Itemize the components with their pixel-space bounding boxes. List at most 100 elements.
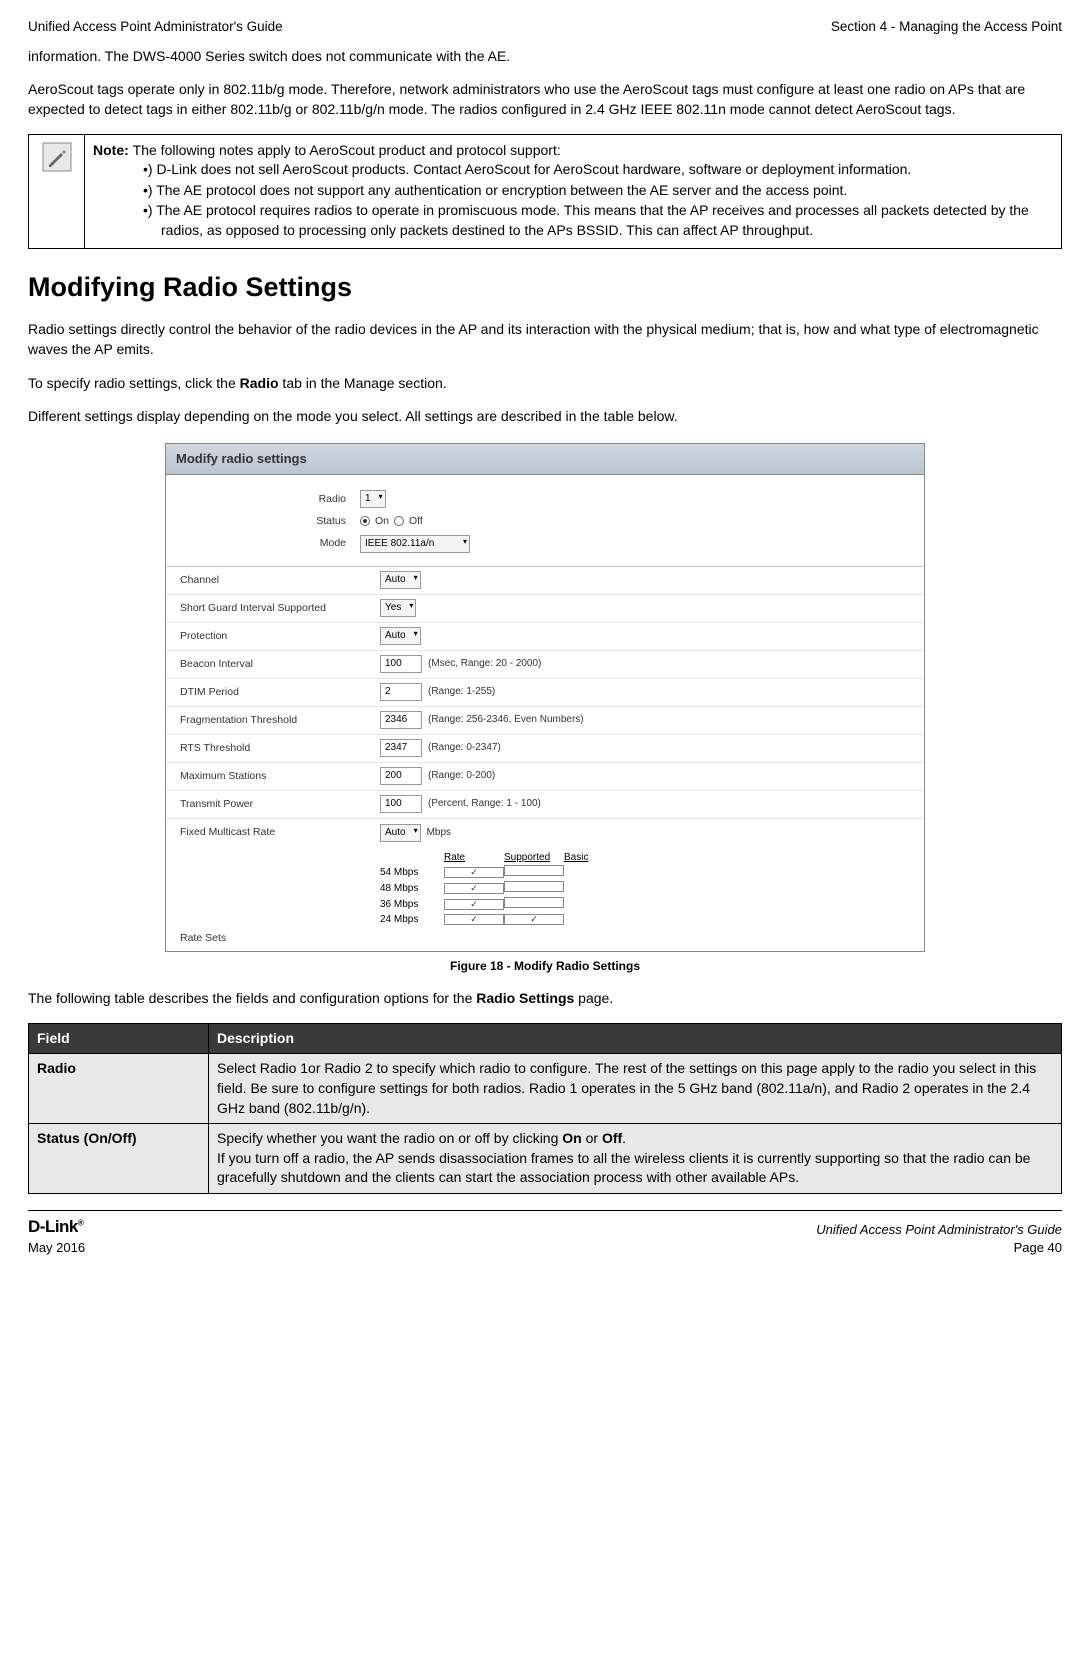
rate-supported-checkbox[interactable]: ✓ [444,914,504,925]
label-status: Status [180,514,360,529]
section-paragraph-3: Different settings display depending on … [28,407,1062,427]
rate-label: 36 Mbps [380,898,440,912]
p4-post: tab in the Manage section. [279,375,447,391]
rate-header-supported: Supported [504,851,560,865]
rate-basic-checkbox[interactable] [504,897,564,908]
desc-mid: or [582,1130,602,1146]
sgi-select[interactable]: Yes [380,599,416,617]
screenshot-wrapper: Modify radio settings Radio 1 Status On … [28,443,1062,953]
page-header: Unified Access Point Administrator's Gui… [28,18,1062,37]
footer-page: Page 40 [816,1239,1062,1257]
fmr-select[interactable]: Auto [380,824,421,842]
dtim-input[interactable]: 2 [380,683,422,701]
intro-paragraph-1: information. The DWS-4000 Series switch … [28,47,1062,67]
table-cell-desc: Select Radio 1or Radio 2 to specify whic… [209,1054,1062,1124]
status-on-label: On [375,514,389,529]
rate-header-rate: Rate [444,851,500,865]
label-txpower: Transmit Power [180,797,380,812]
frag-range: (Range: 256-2346, Even Numbers) [428,713,584,727]
radio-settings-screenshot: Modify radio settings Radio 1 Status On … [165,443,925,953]
note-bullet-2: •) The AE protocol does not support any … [111,181,1053,201]
rate-basic-checkbox[interactable] [504,865,564,876]
p6-pre: The following table describes the fields… [28,990,476,1006]
desc-off: Off [602,1130,622,1146]
txpower-range: (Percent, Range: 1 - 100) [428,797,541,811]
rate-header-basic: Basic [564,851,620,865]
rate-row: 48 Mbps✓ [380,881,924,897]
channel-select[interactable]: Auto [380,571,421,589]
table-intro-paragraph: The following table describes the fields… [28,989,1062,1009]
beacon-input[interactable]: 100 [380,655,422,673]
status-off-radio[interactable] [394,516,404,526]
rate-label: 54 Mbps [380,866,440,880]
label-mode: Mode [180,536,360,551]
rate-table: Rate Supported Basic 54 Mbps✓48 Mbps✓36 … [380,847,924,931]
table-row: Radio Select Radio 1or Radio 2 to specif… [29,1054,1062,1124]
desc-on: On [562,1130,581,1146]
rate-basic-checkbox[interactable] [504,881,564,892]
section-paragraph-1: Radio settings directly control the beha… [28,320,1062,359]
section-paragraph-2: To specify radio settings, click the Rad… [28,374,1062,394]
header-right: Section 4 - Managing the Access Point [831,18,1062,37]
rate-supported-checkbox[interactable]: ✓ [444,883,504,894]
maxsta-input[interactable]: 200 [380,767,422,785]
radio-settings-table: Field Description Radio Select Radio 1or… [28,1023,1062,1194]
label-maxsta: Maximum Stations [180,769,380,784]
table-header-field: Field [29,1023,209,1054]
header-left: Unified Access Point Administrator's Gui… [28,18,283,37]
note-content: Note: The following notes apply to AeroS… [85,134,1062,248]
rate-row: 36 Mbps ✓ [380,897,924,913]
pencil-note-icon [41,141,73,173]
p4-pre: To specify radio settings, click the [28,375,240,391]
p6-bold: Radio Settings [476,990,574,1006]
label-radio: Radio [180,492,360,507]
txpower-input[interactable]: 100 [380,795,422,813]
label-sgi: Short Guard Interval Supported [180,601,380,616]
protection-select[interactable]: Auto [380,627,421,645]
section-heading: Modifying Radio Settings [28,269,1062,307]
rate-supported-checkbox[interactable]: ✓ [444,867,504,878]
radio-select[interactable]: 1 [360,490,386,508]
footer-title: Unified Access Point Administrator's Gui… [816,1221,1062,1239]
frag-input[interactable]: 2346 [380,711,422,729]
rate-label: 24 Mbps [380,913,440,927]
beacon-range: (Msec, Range: 20 - 2000) [428,657,541,671]
status-on-radio[interactable] [360,516,370,526]
label-beacon: Beacon Interval [180,657,380,672]
p6-post: page. [574,990,613,1006]
note-bullet-1: •) D-Link does not sell AeroScout produc… [111,160,1053,180]
desc-pre: Specify whether you want the radio on or… [217,1130,562,1146]
rate-row: 24 Mbps ✓✓ [380,913,924,927]
page-footer: D-Link® May 2016 Unified Access Point Ad… [28,1210,1062,1257]
table-cell-field: Status (On/Off) [29,1124,209,1194]
dlink-logo: D-Link® [28,1215,85,1239]
footer-date: May 2016 [28,1239,85,1257]
p4-bold: Radio [240,375,279,391]
label-frag: Fragmentation Threshold [180,713,380,728]
mode-select[interactable]: IEEE 802.11a/n [360,535,470,553]
rate-basic-checkbox[interactable]: ✓ [504,914,564,925]
rate-header-blank [380,851,440,865]
label-fmr: Fixed Multicast Rate [180,825,380,840]
label-dtim: DTIM Period [180,685,380,700]
note-intro-text: The following notes apply to AeroScout p… [133,142,561,158]
table-row: Status (On/Off) Specify whether you want… [29,1124,1062,1194]
table-cell-desc: Specify whether you want the radio on or… [209,1124,1062,1194]
note-bullet-3: •) The AE protocol requires radios to op… [111,201,1053,240]
note-box: Note: The following notes apply to AeroS… [28,134,1062,249]
maxsta-range: (Range: 0-200) [428,769,495,783]
label-protection: Protection [180,629,380,644]
rts-input[interactable]: 2347 [380,739,422,757]
rts-range: (Range: 0-2347) [428,741,501,755]
label-ratesets: Rate Sets [180,931,380,946]
screenshot-title: Modify radio settings [166,444,924,475]
dtim-range: (Range: 1-255) [428,685,495,699]
note-icon-cell [29,134,85,248]
note-label: Note: [93,142,133,158]
status-off-label: Off [409,514,423,529]
rate-row: 54 Mbps ✓ [380,865,924,881]
label-channel: Channel [180,573,380,588]
rate-supported-checkbox[interactable]: ✓ [444,899,504,910]
label-rts: RTS Threshold [180,741,380,756]
intro-paragraph-2: AeroScout tags operate only in 802.11b/g… [28,80,1062,119]
